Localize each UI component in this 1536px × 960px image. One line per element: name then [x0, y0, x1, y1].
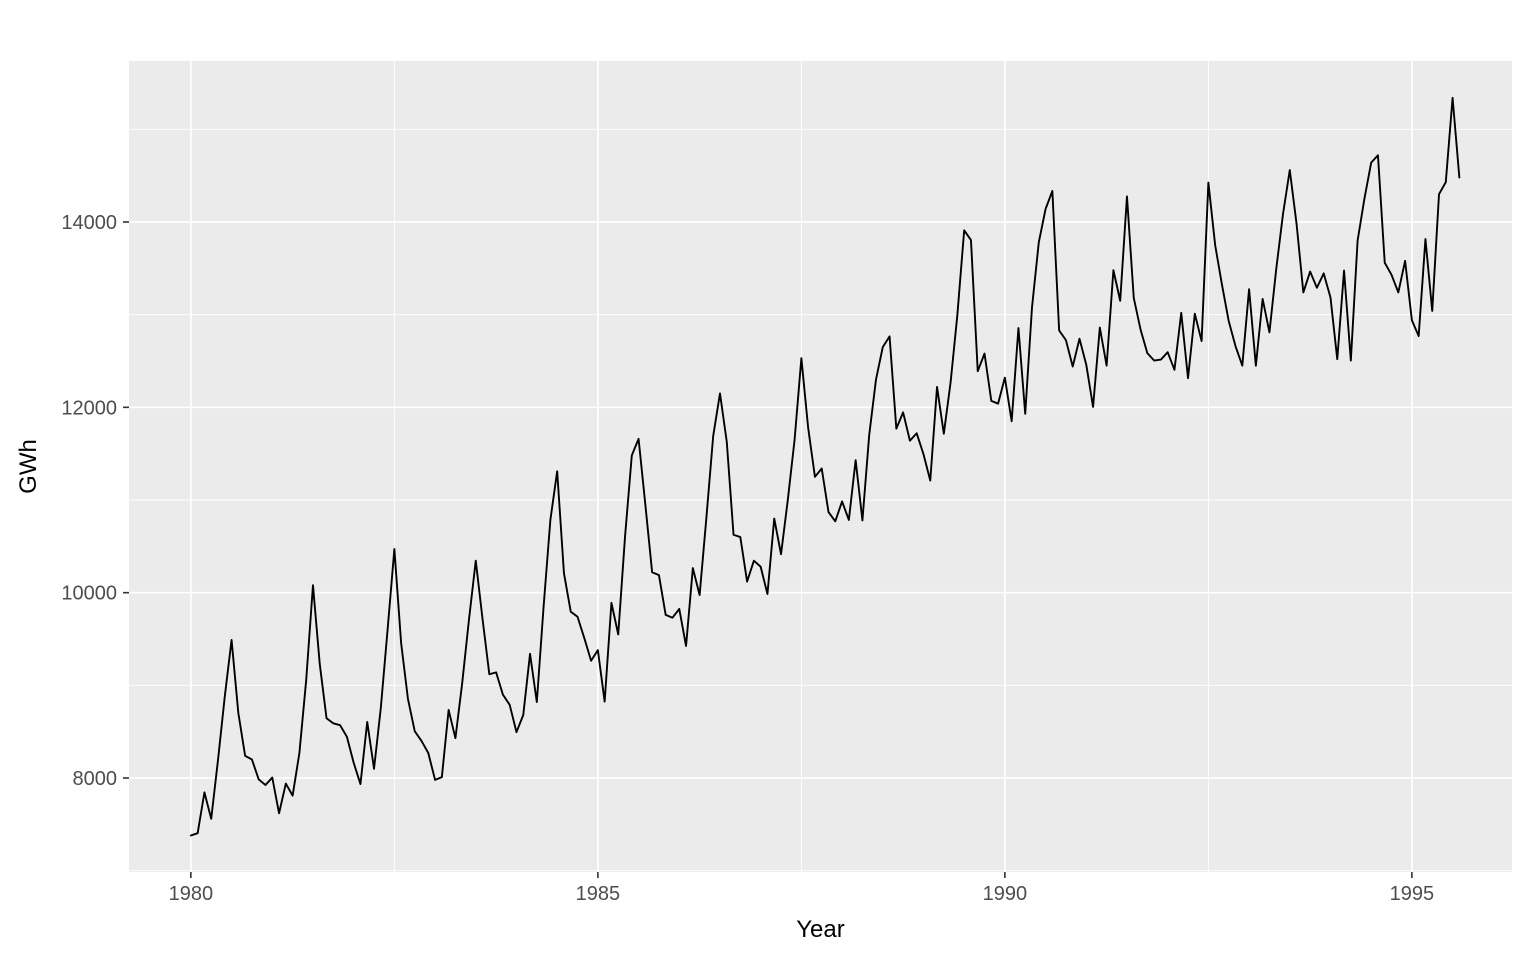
- axis-tick-marks: [123, 221, 1413, 878]
- y-tick-label: 12000: [61, 397, 117, 419]
- x-axis-title: Year: [796, 916, 845, 943]
- y-tick-label: 8000: [73, 768, 118, 790]
- y-tick-label: 14000: [61, 212, 117, 234]
- data-series: [189, 96, 1461, 837]
- series-line-gwh: [189, 96, 1461, 837]
- y-axis-title: GWh: [15, 439, 42, 494]
- major-gridlines: [129, 61, 1512, 872]
- x-tick-label: 1995: [1390, 883, 1435, 905]
- x-axis-tick-labels: 1980 1985 1990 1995: [169, 883, 1435, 905]
- plot-panel: [129, 61, 1512, 872]
- x-tick-label: 1980: [169, 883, 214, 905]
- y-axis-tick-labels: 8000 10000 12000 14000: [61, 212, 117, 790]
- x-tick-label: 1990: [983, 883, 1028, 905]
- minor-gridlines: [129, 61, 1512, 872]
- x-tick-label: 1985: [576, 883, 621, 905]
- y-tick-label: 10000: [61, 583, 117, 605]
